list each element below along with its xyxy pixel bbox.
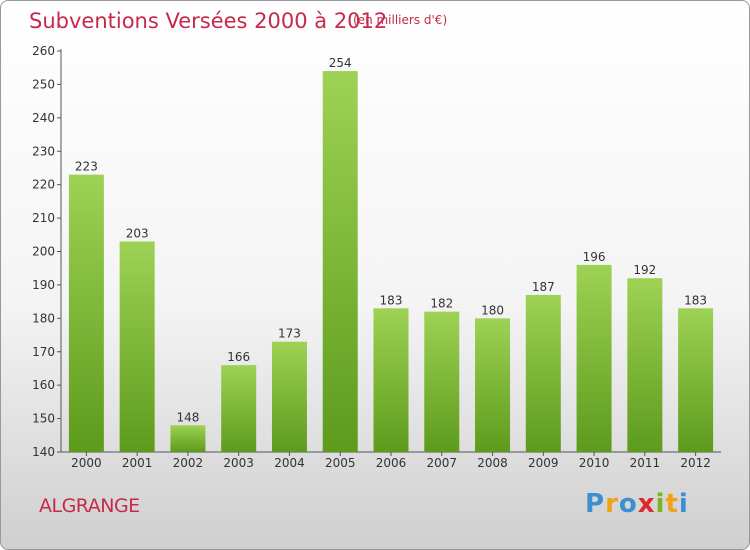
- chart-title: Subventions Versées 2000 à 2012: [29, 9, 388, 33]
- bar-value-label: 183: [684, 293, 707, 307]
- logo-letter: P: [585, 489, 606, 519]
- y-tick-label: 160: [32, 378, 55, 392]
- bar: [68, 174, 104, 452]
- bar-value-label: 183: [380, 293, 403, 307]
- bar-value-label: 192: [633, 263, 656, 277]
- bar-value-label: 203: [126, 226, 149, 240]
- x-tick-label: 2006: [376, 456, 407, 470]
- y-tick-label: 140: [32, 445, 55, 459]
- x-tick-label: 2011: [630, 456, 661, 470]
- bar-value-label: 196: [583, 250, 606, 264]
- y-tick-label: 220: [32, 178, 55, 192]
- bar-value-label: 223: [75, 160, 98, 174]
- x-tick-label: 2001: [122, 456, 153, 470]
- place-name: ALGRANGE: [39, 495, 140, 517]
- bar: [525, 294, 561, 452]
- bar-value-label: 254: [329, 56, 352, 70]
- x-tick-label: 2009: [528, 456, 559, 470]
- y-tick-label: 180: [32, 311, 55, 325]
- proxiti-logo[interactable]: Proxiti: [585, 489, 689, 519]
- y-tick-label: 230: [32, 144, 55, 158]
- bar: [475, 318, 511, 452]
- y-tick-label: 150: [32, 412, 55, 426]
- logo-letter: o: [618, 489, 638, 519]
- bar: [170, 425, 206, 452]
- y-tick-label: 210: [32, 211, 55, 225]
- logo-letter: i: [678, 489, 689, 519]
- x-tick-label: 2007: [426, 456, 457, 470]
- bar-value-label: 180: [481, 303, 504, 317]
- logo-letter: r: [605, 489, 619, 519]
- bar: [271, 341, 307, 452]
- bar-value-label: 173: [278, 327, 301, 341]
- logo-letter: x: [637, 489, 656, 519]
- x-tick-label: 2002: [173, 456, 204, 470]
- y-tick-label: 170: [32, 345, 55, 359]
- bar: [627, 278, 663, 452]
- x-tick-label: 2010: [579, 456, 610, 470]
- y-tick-label: 260: [32, 44, 55, 58]
- bar: [576, 264, 612, 452]
- bar-value-label: 182: [430, 297, 453, 311]
- bar: [221, 365, 257, 452]
- bar: [678, 308, 714, 452]
- y-tick-label: 240: [32, 111, 55, 125]
- logo-letter: i: [655, 489, 666, 519]
- bar-value-label: 187: [532, 280, 555, 294]
- logo-letter: t: [665, 489, 679, 519]
- bar-value-label: 148: [176, 410, 199, 424]
- chart-subtitle: (en milliers d'€): [353, 13, 448, 27]
- x-tick-label: 2005: [325, 456, 356, 470]
- bar: [373, 308, 409, 452]
- bar: [424, 311, 460, 452]
- y-tick-label: 250: [32, 77, 55, 91]
- x-tick-label: 2008: [477, 456, 508, 470]
- y-tick-label: 190: [32, 278, 55, 292]
- bar: [322, 71, 358, 453]
- bar-value-label: 166: [227, 350, 250, 364]
- x-tick-label: 2012: [680, 456, 711, 470]
- bar: [119, 241, 155, 452]
- y-tick-label: 200: [32, 245, 55, 259]
- x-tick-label: 2003: [223, 456, 254, 470]
- x-tick-label: 2000: [71, 456, 102, 470]
- x-tick-label: 2004: [274, 456, 305, 470]
